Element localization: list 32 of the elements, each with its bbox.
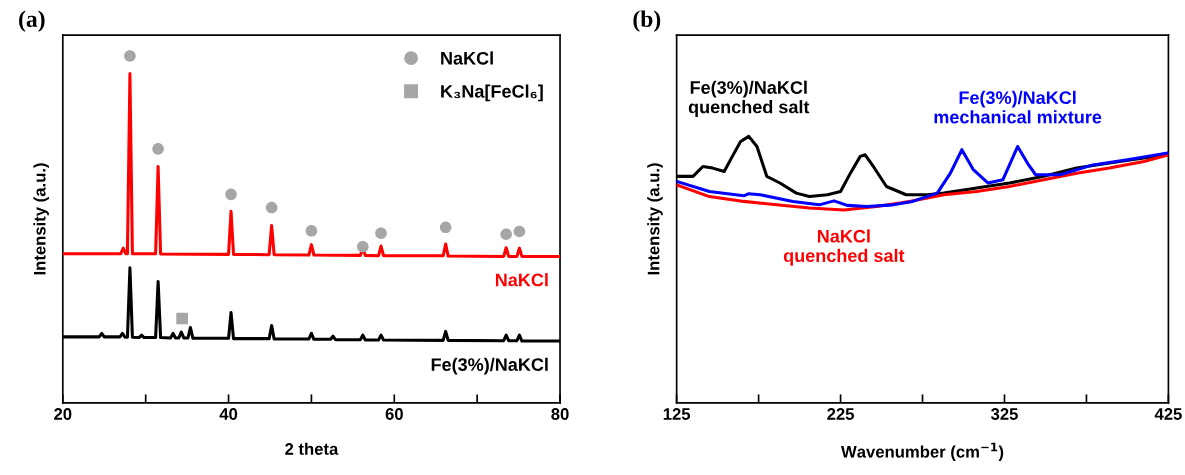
x-tick-label: 60: [385, 408, 403, 420]
x-tick-label: 80: [551, 408, 569, 420]
x-tick-label: 225: [827, 408, 854, 420]
point: [305, 224, 318, 237]
point: [439, 221, 452, 234]
chart-title: (a): [19, 10, 45, 32]
point: [513, 225, 526, 238]
x-tick-label: 40: [219, 408, 238, 420]
text: Fe(3%)/NaKCl mechanical mixture: [934, 90, 1102, 124]
x-tick-label: 425: [1154, 408, 1182, 420]
point: [375, 227, 387, 240]
series-label: Fe(3%)/NaKCl: [431, 357, 548, 375]
x-tick-label: 125: [663, 408, 691, 420]
point: [124, 50, 136, 62]
point: [356, 240, 369, 253]
x-tick-label: 325: [990, 408, 1018, 420]
x-tick-label: 20: [54, 408, 72, 420]
point: [152, 143, 164, 155]
point: [265, 201, 278, 214]
point: [500, 228, 512, 241]
legend-label: K₃Na[FeCl₆]: [441, 84, 543, 102]
y-axis-title: Intensity (a.u.): [647, 163, 663, 275]
series-label: NaKCl quenched salt: [783, 229, 905, 266]
legend-label: NaKCl: [441, 51, 493, 65]
x-axis-title: 2 theta: [285, 442, 339, 455]
point: [176, 312, 188, 325]
chart-title: (b): [633, 10, 661, 32]
x-axis-title: Wavenumber (cm$^{−1}$): [841, 442, 1004, 461]
point: [225, 188, 237, 201]
series-label: NaKCl: [495, 273, 548, 287]
text: Fe(3%)/NaKCl quenched salt: [688, 80, 810, 117]
y-axis-title: Intensity (a.u.): [33, 163, 49, 275]
